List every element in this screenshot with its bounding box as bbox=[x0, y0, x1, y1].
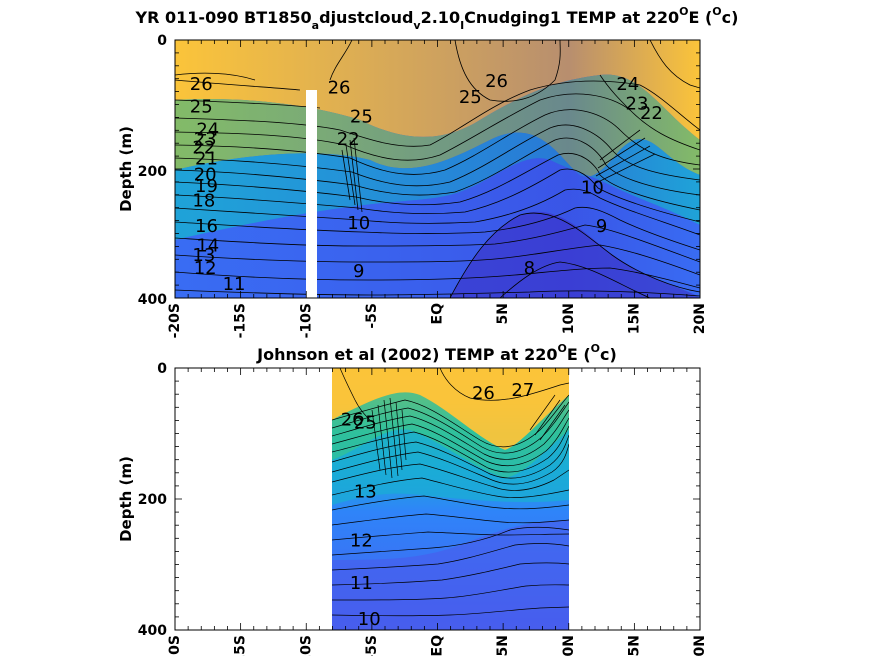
panel-2-xticklabel: -20S bbox=[167, 635, 183, 656]
panel-1-contour-label: 25 bbox=[350, 106, 373, 127]
panel-1-xticklabels: -20S -15S -10S -5S EQ 5N 10N 15N 20N bbox=[167, 303, 708, 338]
panel-1-ytick-400: 400 bbox=[138, 292, 167, 308]
panel-1-field: 2625242322212019181614131211262522109252… bbox=[175, 40, 700, 298]
panel-1-contour-label: 23 bbox=[194, 129, 217, 150]
panel-1-contour-label: 9 bbox=[353, 261, 364, 282]
panel-1-contour-label: 24 bbox=[616, 74, 639, 95]
missing-data-bar bbox=[306, 90, 317, 298]
panel-1-contour-label: 11 bbox=[223, 274, 246, 295]
panel-2-ytick-400: 400 bbox=[138, 623, 167, 639]
panel-1-contour-label: 25 bbox=[459, 87, 482, 108]
panel-1-ylabel: Depth (m) bbox=[117, 126, 135, 212]
panel-1-contour-label: 10 bbox=[581, 177, 604, 198]
panel-2-title: Johnson et al (2002) TEMP at 220OE (Oc) bbox=[256, 342, 617, 364]
panel-2-contours bbox=[332, 368, 569, 617]
panel-1-contour-label: 26 bbox=[328, 77, 351, 98]
panel-1-xticklabel: 5N bbox=[495, 303, 511, 324]
panel-1-xticklabel: -5S bbox=[364, 303, 380, 329]
panel-1-contour-label: 18 bbox=[192, 190, 215, 211]
panel-1-xticklabel: EQ bbox=[430, 303, 446, 325]
panel-1-ytick-0: 0 bbox=[157, 33, 167, 49]
panel-1-contour-label: 26 bbox=[190, 74, 213, 95]
panel-1-title: YR 011-090 BT1850adjustcloudv2.10ICnudgi… bbox=[135, 5, 739, 32]
panel-2-contour-label: 26 bbox=[341, 409, 364, 430]
panel-2-xticklabel: 5N bbox=[495, 635, 511, 656]
panel-2-contour-label: 10 bbox=[358, 609, 381, 630]
panel-1-contour-label: 9 bbox=[596, 216, 607, 237]
panel-1-contour-label: 8 bbox=[524, 258, 535, 279]
panel-1-contour-label: 20 bbox=[194, 164, 217, 185]
panel-2-xticklabel: 15N bbox=[626, 635, 642, 656]
panel-1-contour-label: 22 bbox=[337, 129, 360, 150]
panel-1-contour-label: 22 bbox=[640, 103, 663, 124]
panel-1-xticklabel: -20S bbox=[167, 303, 183, 338]
panel-1-contour-label: 23 bbox=[626, 94, 649, 115]
panel-1-contour-label: 25 bbox=[190, 97, 213, 118]
panel-1-contour-label: 13 bbox=[192, 245, 215, 266]
panel-1-contours bbox=[175, 40, 700, 298]
panel-1-contour-label: 19 bbox=[195, 176, 218, 197]
panel-2-ylabel: Depth (m) bbox=[117, 456, 135, 542]
panel-1-contour-label: 21 bbox=[195, 148, 218, 169]
panel-1-xticklabel: 10N bbox=[561, 303, 577, 334]
panel-2-xticklabel: -10S bbox=[298, 635, 314, 656]
panel-1-ytick-200: 200 bbox=[138, 164, 167, 180]
panel-2-contour-label: 27 bbox=[511, 380, 534, 401]
panel-1-ticks bbox=[174, 39, 701, 299]
panel-1-xticklabel: -15S bbox=[233, 303, 249, 338]
panel-1-contour-label: 22 bbox=[192, 137, 215, 158]
panel-2-ytick-200: 200 bbox=[138, 492, 167, 508]
panel-2-contour-label: 13 bbox=[354, 481, 377, 502]
panel-1-xticklabel: 20N bbox=[692, 303, 708, 334]
panel-1: YR 011-090 BT1850adjustcloudv2.10ICnudgi… bbox=[117, 5, 738, 338]
panel-2-ticks bbox=[174, 367, 701, 631]
panel-1-contour-label: 24 bbox=[196, 119, 219, 140]
panel-1-contour-labels: 2625242322212019181614131211262522109252… bbox=[190, 71, 663, 295]
panel-2-xticklabel: 10N bbox=[561, 635, 577, 656]
panel-1-xticklabel: -10S bbox=[298, 303, 314, 338]
panel-1-contour-label: 16 bbox=[195, 216, 218, 237]
panel-2-contour-label: 25 bbox=[354, 413, 377, 434]
panel-2-xticklabels: -20S -15S -10S -5S EQ 5N 10N 15N 20N bbox=[167, 635, 708, 656]
panel-1-contour-label: 26 bbox=[485, 71, 508, 92]
panel-1-contour-label: 14 bbox=[196, 235, 219, 256]
panel-2-xticklabel: 20N bbox=[692, 635, 708, 656]
panel-1-contour-label: 12 bbox=[194, 258, 217, 279]
panel-2-contour-label: 26 bbox=[472, 383, 495, 404]
panel-2-ytick-0: 0 bbox=[157, 361, 167, 377]
panel-2: Johnson et al (2002) TEMP at 220OE (Oc) bbox=[117, 342, 708, 656]
panel-2-contour-label: 12 bbox=[350, 531, 373, 552]
panel-2-contour-label: 11 bbox=[350, 573, 373, 594]
panel-1-xticklabel: 15N bbox=[626, 303, 642, 334]
panel-1-contour-label: 10 bbox=[347, 213, 370, 234]
panel-2-xticklabel: -5S bbox=[364, 635, 380, 656]
panel-2-xticklabel: -15S bbox=[233, 635, 249, 656]
panel-2-xticklabel: EQ bbox=[430, 635, 446, 656]
